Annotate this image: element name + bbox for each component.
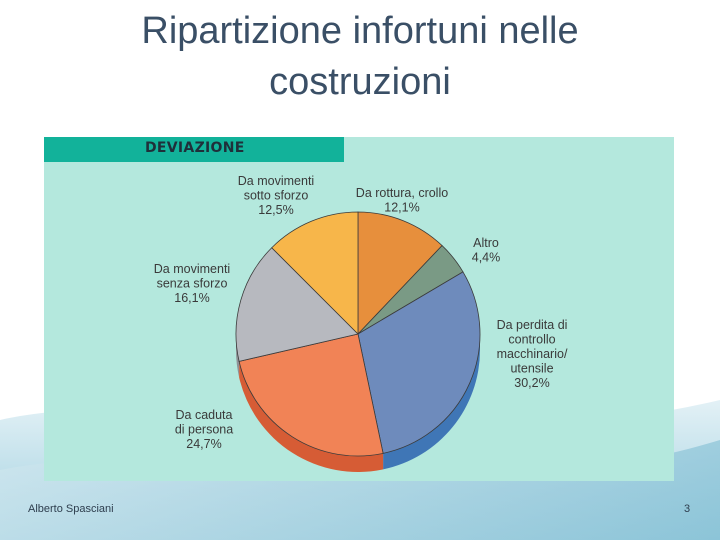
slice-value-label: 24,7% bbox=[186, 437, 221, 451]
slice-category-label: utensile bbox=[510, 362, 553, 376]
chart-header: DEVIAZIONE bbox=[44, 137, 344, 162]
pie-slice bbox=[238, 333, 384, 457]
chart-title: DEVIAZIONE bbox=[145, 140, 245, 156]
slice-category-label: di persona bbox=[175, 423, 233, 437]
slice-value-label: 4,4% bbox=[472, 251, 501, 265]
pie-slice bbox=[357, 271, 481, 454]
slice-category-label: Da movimenti bbox=[154, 262, 230, 276]
slice-category-label: sotto sforzo bbox=[244, 189, 309, 203]
slice-category-label: Da rottura, crollo bbox=[356, 186, 448, 200]
slice-value-label: 16,1% bbox=[174, 291, 209, 305]
chart-panel: DEVIAZIONE Da rottura, crollo 12,1% Altro 4… bbox=[44, 137, 674, 481]
slice-category-label: Altro bbox=[473, 236, 499, 250]
footer-author: Alberto Spasciani bbox=[28, 503, 114, 515]
slice-category-label: controllo bbox=[508, 333, 555, 347]
page-number: 3 bbox=[684, 503, 691, 515]
pie-slice bbox=[271, 211, 359, 335]
slice-category-label: Da caduta bbox=[176, 408, 233, 422]
slice-category-label: macchinario/ bbox=[497, 347, 568, 361]
pie-slice bbox=[235, 247, 359, 362]
slice-category-label: Da perdita di bbox=[497, 318, 568, 332]
slice-value-label: 12,5% bbox=[258, 203, 293, 217]
slice-category-label: senza sforzo bbox=[157, 277, 228, 291]
slice-value-label: 30,2% bbox=[514, 376, 549, 390]
slice-value-label: 12,1% bbox=[384, 201, 419, 215]
slide-title: Ripartizione infortuni nelle costruzioni bbox=[141, 10, 579, 103]
pie-slice bbox=[357, 211, 443, 336]
pie-slice-side bbox=[383, 334, 480, 470]
slice-category-label: Da movimenti bbox=[238, 174, 314, 188]
